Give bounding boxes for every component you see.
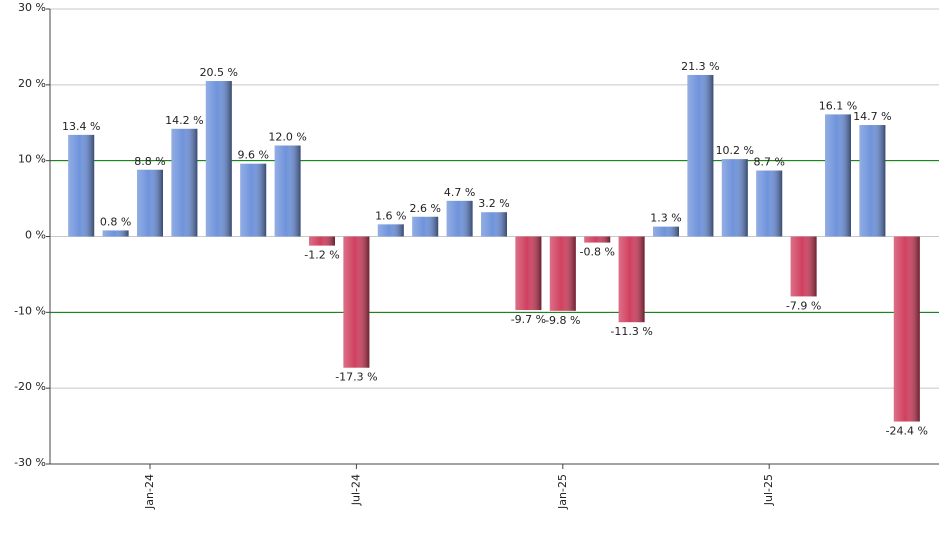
value-label: 8.7 %	[753, 156, 784, 169]
bar-shade	[102, 230, 129, 237]
value-label: 21.3 %	[681, 60, 719, 73]
bar-shade	[274, 145, 301, 237]
bar-shade	[756, 170, 783, 237]
bar-shade	[68, 134, 95, 237]
value-label: -7.9 %	[786, 299, 821, 312]
bar-shade	[721, 159, 748, 237]
bar-shade	[412, 216, 439, 237]
value-label: -0.8 %	[579, 246, 614, 259]
x-tick-label: Jan-25	[556, 474, 569, 510]
y-tick-label: 10 %	[18, 153, 46, 166]
bar-shade	[687, 74, 714, 237]
bar-shade	[377, 224, 404, 237]
bar-shade	[137, 169, 163, 237]
value-label: 12.0 %	[268, 131, 306, 144]
y-tick-label: -10 %	[14, 304, 46, 317]
bar-shade	[584, 236, 611, 243]
bar-shade	[893, 236, 920, 422]
value-label: 14.2 %	[165, 114, 203, 127]
bar-shade	[205, 81, 232, 237]
value-label: 3.2 %	[478, 197, 509, 210]
bar-shade	[653, 226, 679, 237]
value-label: 1.3 %	[650, 212, 681, 225]
value-label: 0.8 %	[100, 215, 131, 228]
y-tick-label: 20 %	[18, 77, 46, 90]
value-label: 4.7 %	[444, 186, 475, 199]
x-tick-label: Jul-25	[762, 474, 775, 506]
value-label: 8.8 %	[134, 155, 165, 168]
bar-shade	[481, 212, 507, 237]
bar-shade	[171, 128, 198, 237]
value-label: -1.2 %	[304, 249, 339, 262]
value-label: 20.5 %	[200, 66, 238, 79]
value-label: -11.3 %	[610, 325, 652, 338]
value-label: 13.4 %	[62, 120, 100, 133]
value-label: 2.6 %	[409, 202, 440, 215]
bar-shade	[790, 236, 817, 297]
value-label: 16.1 %	[819, 99, 857, 112]
y-tick-label: 30 %	[18, 1, 46, 14]
x-tick-label: Jul-24	[349, 474, 362, 506]
value-label: 14.7 %	[853, 110, 891, 123]
bar-shade	[309, 236, 335, 246]
bar-shade	[446, 200, 473, 237]
bar-shade	[859, 125, 886, 237]
value-label: -17.3 %	[335, 371, 377, 384]
value-label: 10.2 %	[716, 144, 754, 157]
value-label: -24.4 %	[886, 425, 928, 438]
y-tick-label: -20 %	[14, 380, 46, 393]
value-label: -9.8 %	[545, 314, 580, 327]
bar-shade	[549, 236, 576, 311]
y-tick-label: 0 %	[25, 229, 46, 242]
bar-shade	[515, 236, 542, 311]
bar-shade	[240, 163, 267, 237]
value-label: 1.6 %	[375, 209, 406, 222]
bar-shade	[618, 236, 645, 323]
x-tick-label: Jan-24	[143, 474, 156, 510]
bar-shade	[825, 114, 851, 237]
y-tick-label: -30 %	[14, 456, 46, 469]
value-label: 9.6 %	[237, 149, 268, 162]
bar-shade	[343, 236, 370, 368]
value-label: -9.7 %	[511, 313, 546, 326]
